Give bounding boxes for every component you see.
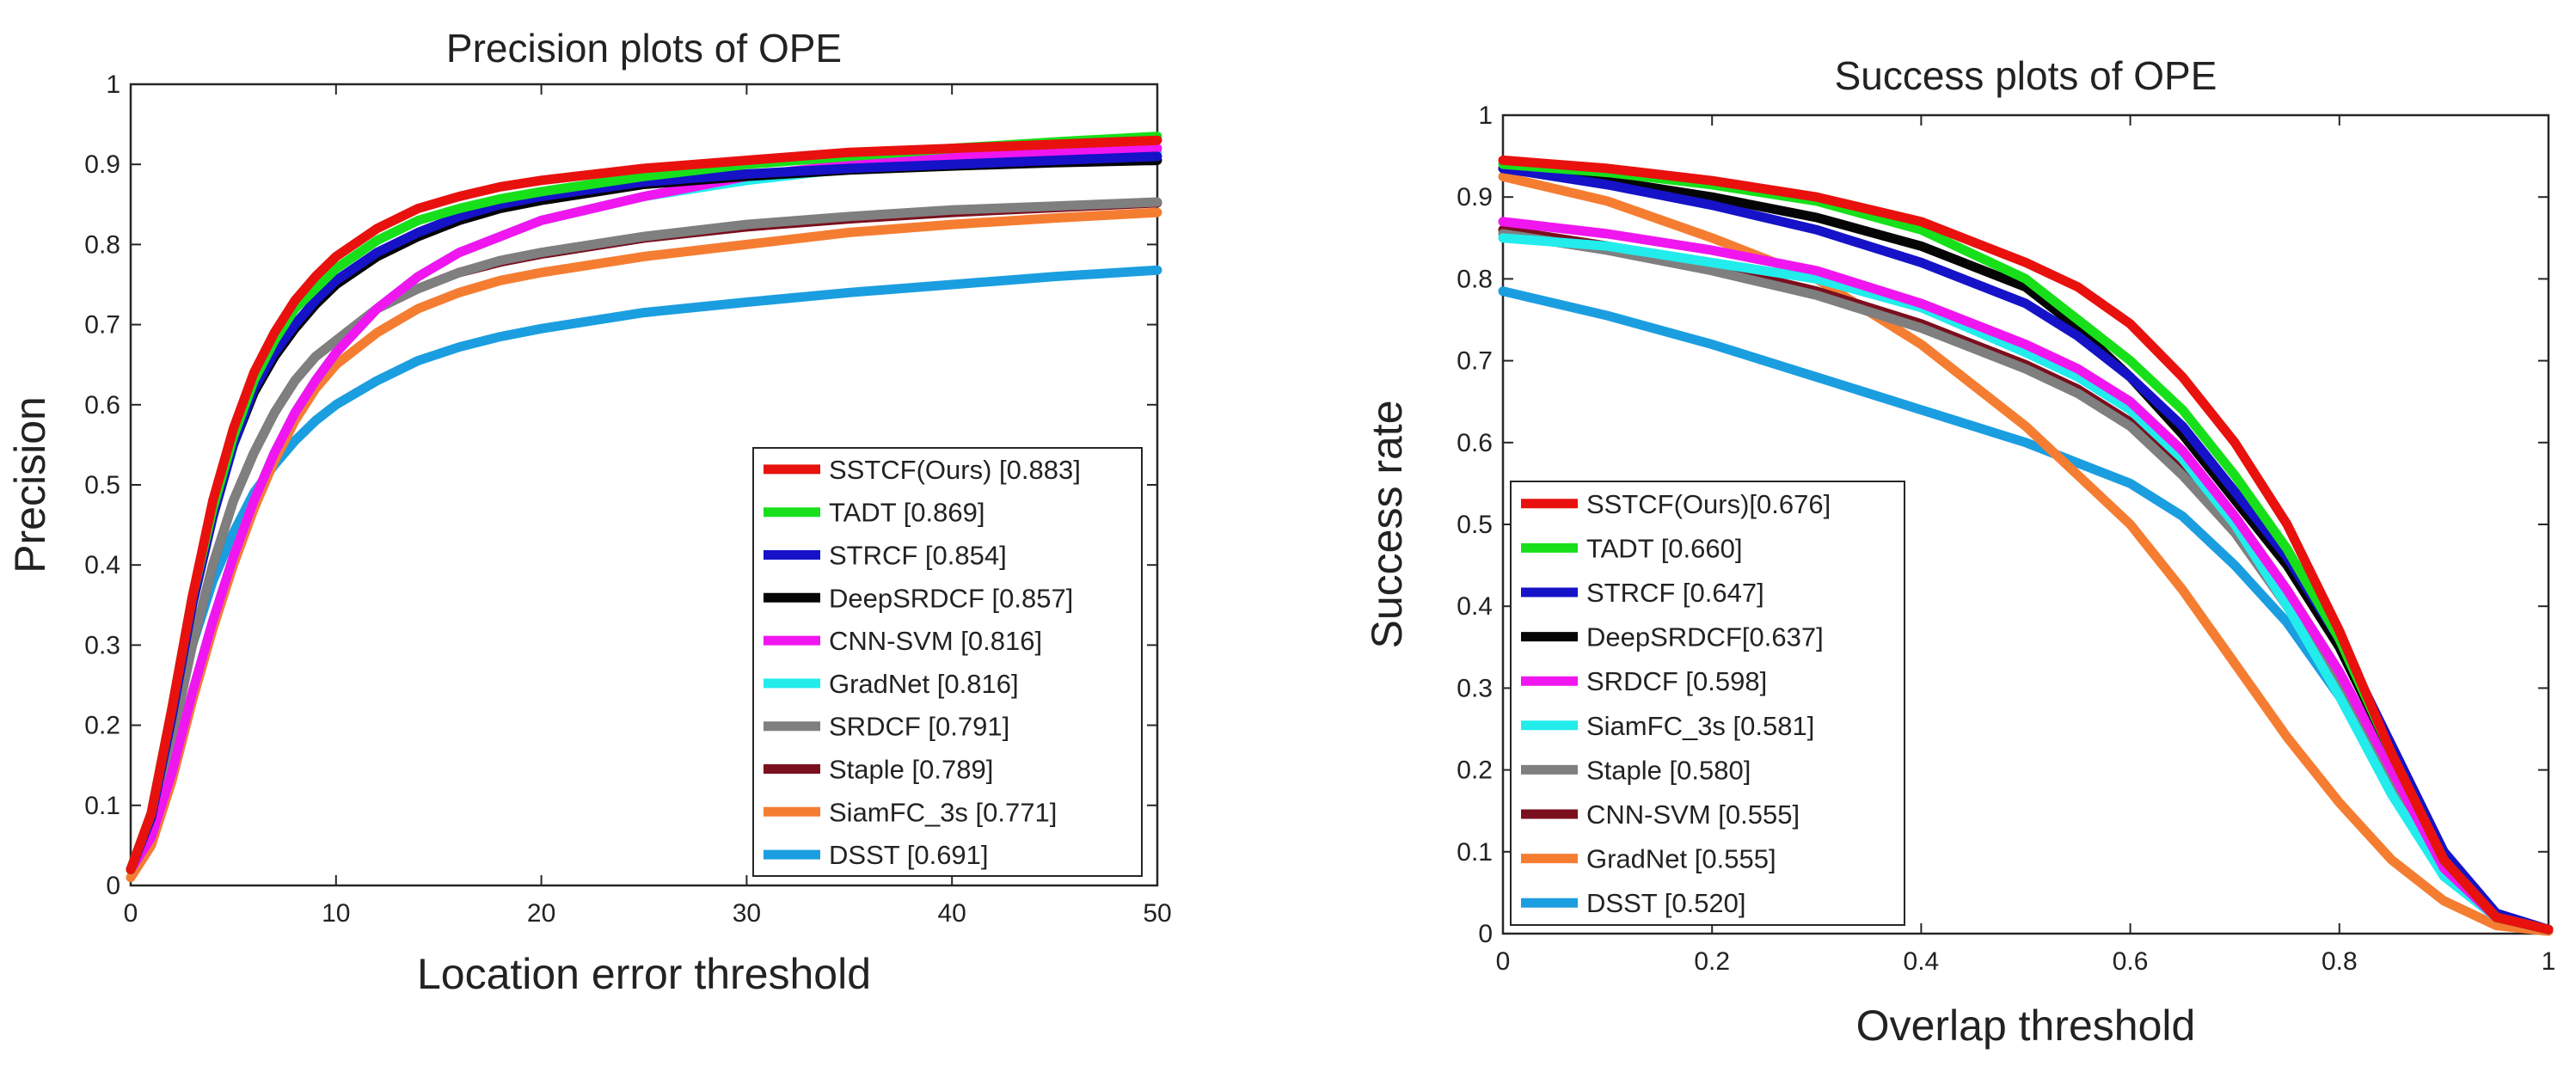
legend-label: DeepSRDCF[0.637]: [1586, 622, 1824, 652]
legend-label: DeepSRDCF [0.857]: [829, 583, 1073, 613]
y-tick-label: 0.4: [1457, 592, 1493, 621]
y-tick-label: 0.7: [1457, 347, 1493, 376]
legend-label: SSTCF(Ours) [0.883]: [829, 455, 1081, 485]
y-tick-label: 0.6: [1457, 429, 1493, 457]
y-tick-label: 0.5: [1457, 511, 1493, 539]
x-tick-label: 50: [1143, 899, 1171, 928]
y-tick-label: 0.6: [84, 391, 120, 420]
legend-label: TADT [0.869]: [829, 498, 985, 528]
legend-label: CNN-SVM [0.816]: [829, 626, 1042, 656]
y-tick-label: 0.9: [84, 150, 120, 179]
legend-label: SiamFC_3s [0.581]: [1586, 711, 1814, 741]
y-tick-label: 0.4: [84, 551, 120, 579]
legend-label: SSTCF(Ours)[0.676]: [1586, 489, 1831, 519]
legend-box: [1510, 481, 1905, 926]
legend: SSTCF(Ours)[0.676] TADT [0.660] STRCF [0.6…: [1510, 481, 1905, 926]
y-axis-title: Precision: [6, 396, 54, 573]
legend-label: SRDCF [0.791]: [829, 712, 1009, 742]
y-tick-label: 1: [106, 70, 120, 99]
series-line-srdcf: [1498, 217, 2554, 934]
x-tick-label: 0.8: [2321, 947, 2358, 976]
x-tick-label: 0.2: [1694, 947, 1730, 976]
y-tick-label: 0.3: [84, 631, 120, 659]
legend-label: SiamFC_3s [0.771]: [829, 797, 1057, 827]
y-tick-label: 0.5: [84, 471, 120, 499]
y-tick-label: 0.8: [84, 230, 120, 259]
series-group: [1498, 155, 2554, 936]
chart-title: Precision plots of OPE: [446, 26, 842, 70]
series-line-siamfc-3s: [1498, 233, 2554, 934]
y-tick-label: 0.3: [1457, 674, 1493, 702]
x-tick-label: 0.4: [1904, 947, 1940, 976]
y-tick-label: 0.8: [1457, 265, 1493, 293]
y-tick-label: 1: [1478, 101, 1493, 130]
precision-chart: Precision plots of OPE 0 10 20 30 40 50 0 0.1 0.2…: [6, 26, 1172, 998]
legend-label: DSST [0.520]: [1586, 888, 1746, 918]
legend-label: Staple [0.789]: [829, 755, 993, 785]
legend-label: Staple [0.580]: [1586, 755, 1751, 785]
x-tick-label: 0: [1496, 947, 1511, 976]
y-axis-title: Success rate: [1363, 400, 1411, 648]
series-line-sstcf: [126, 135, 1162, 874]
y-tick-label: 0: [106, 872, 120, 900]
y-tick-label: 0: [1478, 920, 1493, 948]
legend-label: DSST [0.691]: [829, 840, 989, 870]
x-axis-title: Location error threshold: [417, 950, 871, 998]
y-tick-label: 0.7: [84, 311, 120, 340]
legend-label: GradNet [0.816]: [829, 669, 1019, 699]
y-tick-label: 0.1: [84, 792, 120, 820]
x-tick-label: 40: [938, 899, 966, 928]
y-tick-label: 0.1: [1457, 838, 1493, 867]
legend-label: TADT [0.660]: [1586, 533, 1743, 563]
y-tick-label: 0.9: [1457, 183, 1493, 211]
x-axis-title: Overlap threshold: [1856, 1002, 2196, 1050]
legend-label: STRCF [0.647]: [1586, 578, 1764, 608]
legend-label: GradNet [0.555]: [1586, 844, 1776, 874]
y-tick-label: 0.2: [1457, 757, 1493, 785]
series-line-sstcf: [1498, 155, 2554, 934]
x-tick-label: 30: [733, 899, 761, 928]
x-tick-label: 10: [322, 899, 350, 928]
y-tick-label: 0.2: [84, 712, 120, 740]
x-tick-label: 1: [2542, 947, 2556, 976]
legend-label: CNN-SVM [0.555]: [1586, 800, 1800, 830]
chart-title: Success plots of OPE: [1835, 53, 2217, 98]
legend-box: [752, 447, 1143, 877]
x-tick-label: 0: [124, 899, 138, 928]
series-group: [126, 132, 1162, 883]
x-tick-label: 0.6: [2113, 947, 2149, 976]
legend-label: STRCF [0.854]: [829, 541, 1007, 571]
legend-label: SRDCF [0.598]: [1586, 666, 1767, 696]
x-tick-label: 20: [527, 899, 555, 928]
legend: SSTCF(Ours) [0.883] TADT [0.869] STRCF [0.…: [752, 447, 1143, 877]
success-chart: Success plots of OPE 0 0.2 0.4 0.6 0.8 1 0 0.1 0.…: [1363, 53, 2555, 1050]
